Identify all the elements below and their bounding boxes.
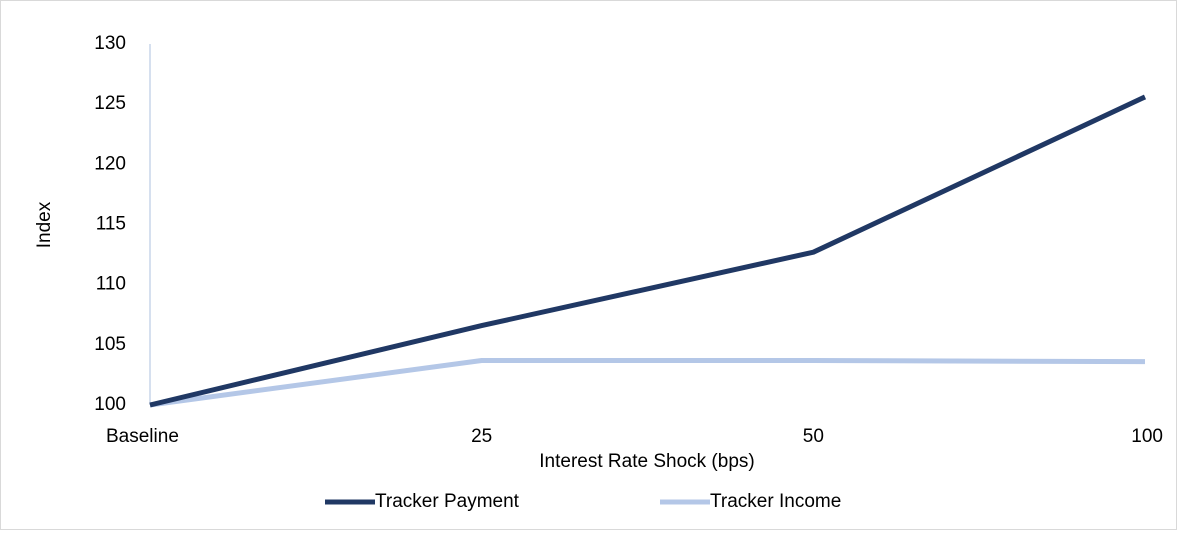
y-tick-label: 120 xyxy=(94,153,126,174)
y-tick-label: 110 xyxy=(96,274,126,295)
y-tick-label: 125 xyxy=(94,93,126,114)
legend-label: Tracker Payment xyxy=(375,491,520,512)
legend-label: Tracker Income xyxy=(710,491,841,512)
series-line xyxy=(149,94,1147,408)
x-tick-label: 100 xyxy=(1131,426,1163,447)
x-tick-label: 50 xyxy=(803,426,824,447)
y-tick-label: 115 xyxy=(96,214,126,235)
y-tick-label: 105 xyxy=(94,334,126,355)
x-tick-label: 25 xyxy=(471,426,492,447)
x-axis-title: Interest Rate Shock (bps) xyxy=(539,451,754,472)
series-line xyxy=(149,357,1146,408)
x-tick-label: Baseline xyxy=(106,426,179,447)
y-axis-title: Index xyxy=(34,201,55,248)
y-tick-label: 130 xyxy=(94,33,126,54)
y-tick-label: 100 xyxy=(94,394,126,415)
